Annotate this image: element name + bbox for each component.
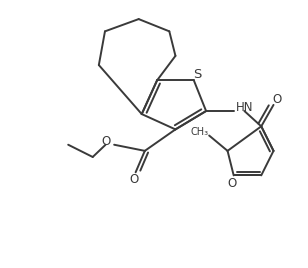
Text: O: O	[101, 135, 111, 148]
Text: HN: HN	[236, 101, 253, 114]
Text: O: O	[272, 93, 281, 106]
Text: O: O	[129, 173, 139, 185]
Text: O: O	[228, 177, 237, 189]
Text: CH₃: CH₃	[191, 128, 209, 137]
Text: S: S	[193, 68, 201, 81]
